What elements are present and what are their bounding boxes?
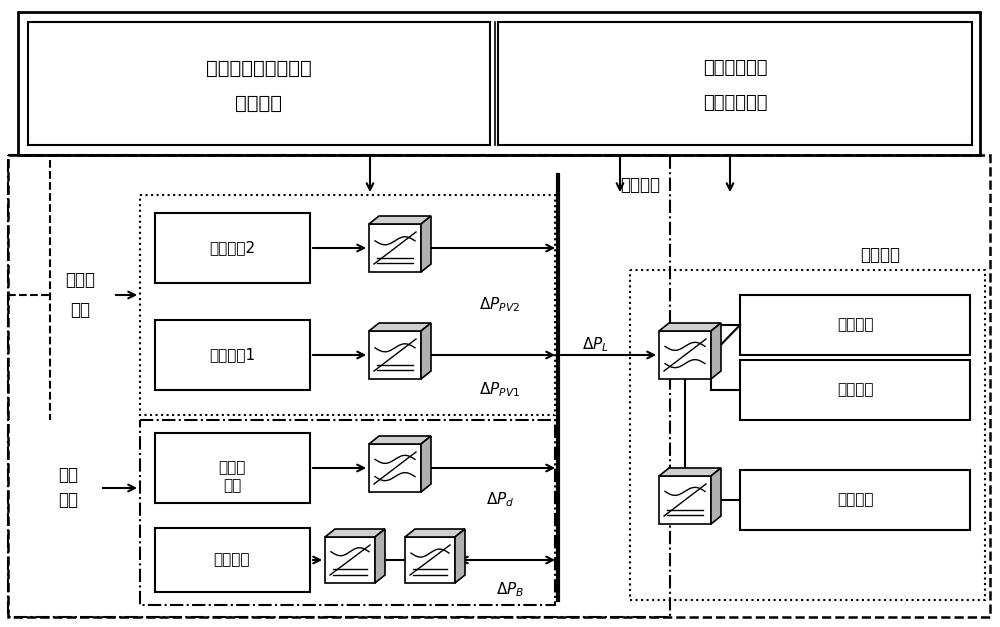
Polygon shape (369, 323, 431, 331)
Polygon shape (711, 468, 721, 524)
Text: 交流负载: 交流负载 (837, 382, 873, 398)
Text: 自适应滑模负: 自适应滑模负 (703, 59, 767, 77)
Polygon shape (421, 216, 431, 272)
Bar (630, 270, 985, 600)
Polygon shape (659, 331, 711, 379)
Bar (8, 155, 990, 617)
Bar (18, 12, 980, 155)
Polygon shape (369, 436, 431, 444)
Polygon shape (659, 476, 711, 524)
Polygon shape (421, 323, 431, 379)
Text: 控制策略: 控制策略 (236, 93, 283, 112)
Polygon shape (659, 323, 721, 331)
Bar (740, 470, 970, 530)
Bar (8, 155, 670, 617)
Text: 荷频率控制器: 荷频率控制器 (703, 94, 767, 112)
Polygon shape (405, 529, 465, 537)
Bar (740, 360, 970, 420)
Bar (28, 22, 490, 145)
Polygon shape (421, 436, 431, 492)
Text: 多种负荷: 多种负荷 (860, 246, 900, 264)
Text: 自适应鲁棒频率协调: 自适应鲁棒频率协调 (206, 58, 312, 78)
Text: $\Delta P_B$: $\Delta P_B$ (496, 580, 524, 599)
Polygon shape (369, 216, 431, 224)
Bar (155, 528, 310, 592)
Text: 柴储: 柴储 (58, 466, 78, 484)
Polygon shape (325, 537, 375, 583)
Bar (140, 195, 555, 415)
Text: $\Delta P_L$: $\Delta P_L$ (582, 335, 608, 354)
Bar (740, 295, 970, 355)
Bar (498, 22, 972, 145)
Polygon shape (369, 331, 421, 379)
Text: 光伏系统2: 光伏系统2 (209, 241, 255, 255)
Polygon shape (375, 529, 385, 583)
Text: 储能系统: 储能系统 (214, 552, 250, 567)
Text: 系统: 系统 (70, 301, 90, 319)
Bar (155, 433, 310, 503)
Text: 系统: 系统 (223, 478, 241, 493)
Polygon shape (455, 529, 465, 583)
Text: $\Delta P_d$: $\Delta P_d$ (486, 490, 514, 508)
Text: 柴油机: 柴油机 (218, 460, 246, 475)
Polygon shape (369, 444, 421, 492)
Bar (155, 213, 310, 283)
Polygon shape (711, 323, 721, 379)
Text: $\Delta P_{PV2}$: $\Delta P_{PV2}$ (479, 295, 521, 314)
Bar (140, 420, 555, 605)
Polygon shape (659, 468, 721, 476)
Text: $\Delta P_{PV1}$: $\Delta P_{PV1}$ (479, 380, 521, 399)
Polygon shape (369, 224, 421, 272)
Polygon shape (405, 537, 455, 583)
Text: 电动汽车: 电动汽车 (837, 317, 873, 332)
Bar (155, 320, 310, 390)
Text: 交流母线: 交流母线 (620, 176, 660, 194)
Polygon shape (325, 529, 385, 537)
Text: 系统: 系统 (58, 491, 78, 509)
Text: 光伏系统1: 光伏系统1 (209, 347, 255, 362)
Text: 多光伏: 多光伏 (65, 271, 95, 289)
Text: 直流负载: 直流负载 (837, 492, 873, 507)
